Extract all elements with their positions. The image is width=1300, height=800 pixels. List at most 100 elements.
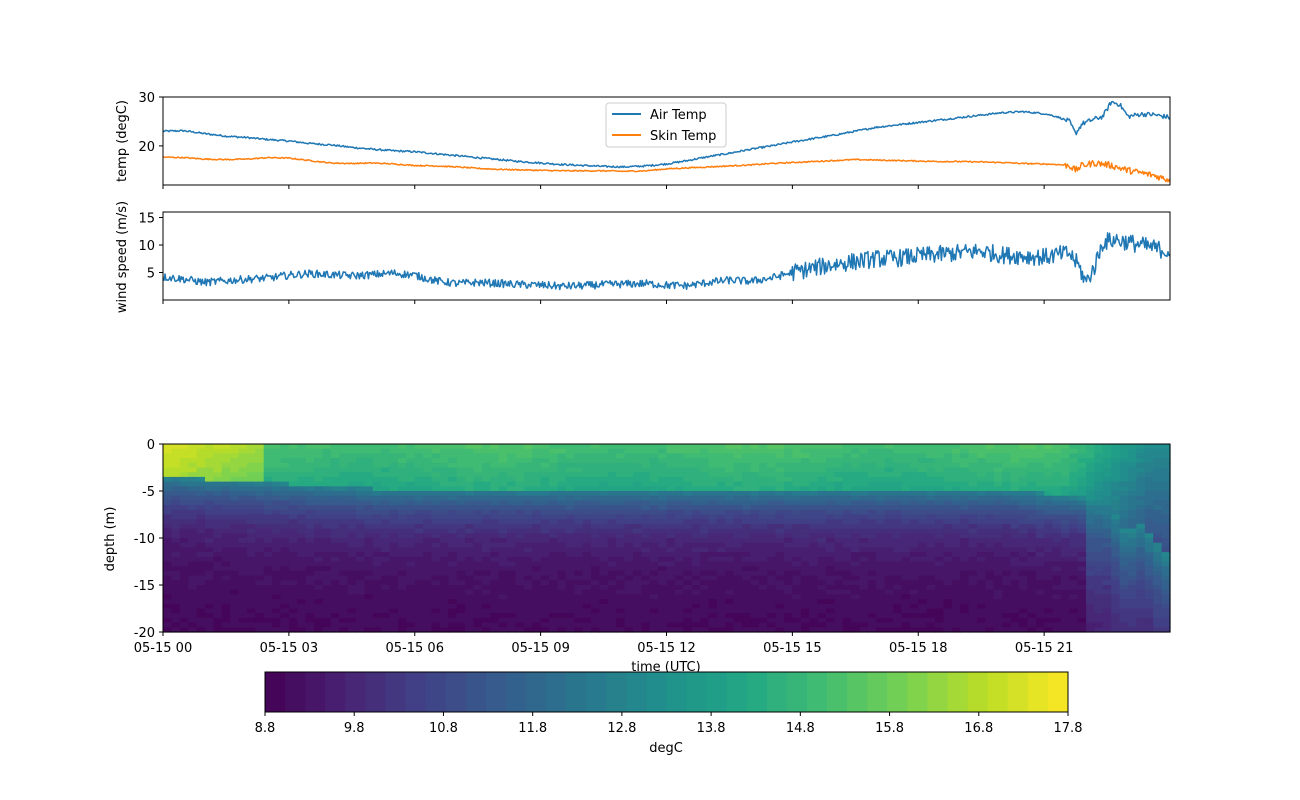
heatmap-cell bbox=[1060, 458, 1070, 464]
heatmap-cell bbox=[1060, 552, 1070, 558]
colorbar-level bbox=[927, 672, 949, 712]
heatmap-cell bbox=[213, 448, 223, 454]
heatmap-cell bbox=[372, 622, 382, 628]
heatmap-cell bbox=[901, 622, 911, 628]
heatmap-cell bbox=[1102, 552, 1112, 558]
heatmap-cell bbox=[909, 500, 919, 506]
heatmap-cell bbox=[246, 505, 256, 511]
heatmap-cell bbox=[1027, 542, 1037, 548]
heatmap-cell bbox=[1119, 552, 1129, 558]
heatmap-cell bbox=[783, 528, 793, 534]
heatmap-cell bbox=[851, 622, 861, 628]
heatmap-cell bbox=[817, 528, 827, 534]
heatmap-cell bbox=[372, 514, 382, 520]
heatmap-cell bbox=[1153, 481, 1163, 487]
heatmap-cell bbox=[876, 617, 886, 624]
heatmap-cell bbox=[1027, 561, 1037, 567]
heatmap-cell bbox=[389, 448, 399, 454]
heatmap-cell bbox=[515, 589, 525, 595]
heatmap-cell bbox=[179, 580, 189, 586]
heatmap-cell bbox=[985, 495, 995, 501]
heatmap-cell bbox=[725, 566, 735, 572]
heatmap-cell bbox=[884, 481, 894, 487]
heatmap-cell bbox=[255, 462, 265, 469]
heatmap-cell bbox=[297, 608, 307, 614]
heatmap-cell bbox=[1077, 467, 1087, 473]
heatmap-cell bbox=[381, 589, 391, 595]
heatmap-cell bbox=[1161, 481, 1171, 487]
heatmap-cell bbox=[607, 462, 617, 469]
heatmap-cell bbox=[381, 603, 391, 610]
heatmap-cell bbox=[909, 538, 919, 544]
heatmap-cell bbox=[632, 585, 642, 591]
heatmap-cell bbox=[674, 533, 684, 539]
heatmap-cell bbox=[976, 509, 986, 516]
heatmap-cell bbox=[951, 613, 961, 619]
heatmap-cell bbox=[448, 542, 458, 548]
heatmap-cell bbox=[666, 505, 676, 511]
heatmap-cell bbox=[406, 462, 416, 469]
heatmap-cell bbox=[993, 514, 1003, 520]
heatmap-cell bbox=[851, 528, 861, 534]
heatmap-cell bbox=[322, 444, 332, 450]
heatmap-cell bbox=[767, 603, 777, 610]
heatmap-cell bbox=[263, 566, 273, 572]
heatmap-cell bbox=[976, 444, 986, 450]
heatmap-cell bbox=[305, 613, 315, 619]
heatmap-cell bbox=[1153, 552, 1163, 558]
heatmap-cell bbox=[951, 528, 961, 534]
heatmap-cell bbox=[641, 570, 651, 577]
heatmap-cell bbox=[322, 453, 332, 459]
heatmap-cell bbox=[834, 608, 844, 614]
heatmap-cell bbox=[800, 608, 810, 614]
heatmap-cell bbox=[163, 444, 172, 450]
heatmap-cell bbox=[1161, 453, 1171, 459]
heatmap-cell bbox=[1119, 585, 1129, 591]
heatmap-cell bbox=[1153, 472, 1163, 478]
heatmap-cell bbox=[272, 505, 282, 511]
heatmap-cell bbox=[196, 575, 206, 581]
heatmap-cell bbox=[666, 500, 676, 506]
heatmap-cell bbox=[523, 523, 533, 530]
heatmap-cell bbox=[1094, 505, 1104, 511]
heatmap-cell bbox=[817, 495, 827, 501]
heatmap-cell bbox=[683, 594, 693, 600]
heatmap-cell bbox=[498, 495, 508, 501]
heatmap-cell bbox=[456, 467, 466, 473]
heatmap-cell bbox=[246, 472, 256, 478]
heatmap-cell bbox=[800, 533, 810, 539]
heatmap-cell bbox=[607, 500, 617, 506]
heatmap-cell bbox=[809, 613, 819, 619]
heatmap-cell bbox=[674, 561, 684, 567]
heatmap-cell bbox=[926, 547, 936, 553]
heatmap-cell bbox=[750, 561, 760, 567]
heatmap-cell bbox=[641, 453, 651, 459]
heatmap-cell bbox=[935, 514, 945, 520]
heatmap-cell bbox=[976, 486, 986, 492]
heatmap-cell bbox=[901, 552, 911, 558]
heatmap-cell bbox=[691, 505, 701, 511]
heatmap-cell bbox=[893, 566, 903, 572]
heatmap-cell bbox=[406, 523, 416, 530]
heatmap-cell bbox=[616, 453, 626, 459]
heatmap-cell bbox=[549, 519, 559, 525]
heatmap-cell bbox=[666, 486, 676, 492]
heatmap-cell bbox=[926, 476, 936, 483]
heatmap-cell bbox=[825, 476, 835, 483]
heatmap-cell bbox=[750, 462, 760, 469]
heatmap-cell bbox=[221, 552, 231, 558]
heatmap-cell bbox=[330, 570, 340, 577]
heatmap-cell bbox=[985, 448, 995, 454]
heatmap-cell bbox=[800, 509, 810, 516]
heatmap-cell bbox=[884, 444, 894, 450]
heatmap-cell bbox=[809, 509, 819, 516]
heatmap-cell bbox=[733, 622, 743, 628]
heatmap-cell bbox=[867, 519, 877, 525]
heatmap-cell bbox=[968, 580, 978, 586]
heatmap-cell bbox=[490, 444, 500, 450]
heatmap-cell bbox=[683, 561, 693, 567]
heatmap-cell bbox=[976, 570, 986, 577]
colorbar-level bbox=[546, 672, 567, 712]
colorbar-level bbox=[666, 672, 688, 712]
heatmap-cell bbox=[246, 585, 256, 591]
